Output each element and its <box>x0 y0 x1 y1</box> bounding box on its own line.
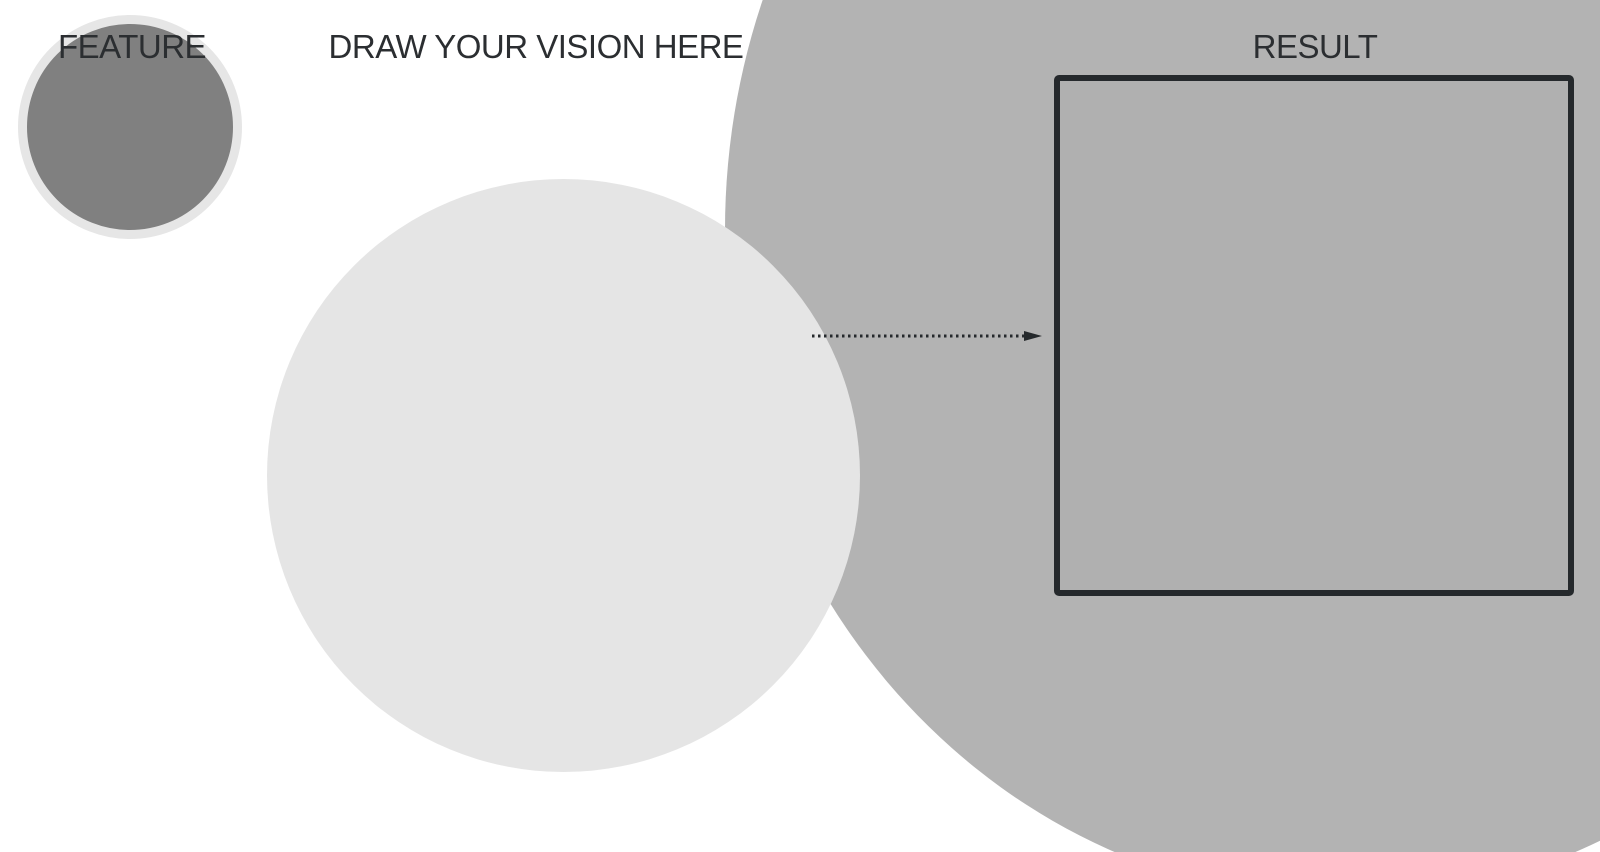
result-frame <box>1054 75 1574 596</box>
feature-circle[interactable] <box>18 15 242 239</box>
result-title: RESULT <box>1252 28 1378 65</box>
draw-canvas[interactable] <box>267 179 860 772</box>
draw-title: DRAW YOUR VISION HERE <box>328 28 744 65</box>
feature-label: FEATURE <box>57 28 207 65</box>
dotted-arrow-right-icon <box>812 331 1042 341</box>
